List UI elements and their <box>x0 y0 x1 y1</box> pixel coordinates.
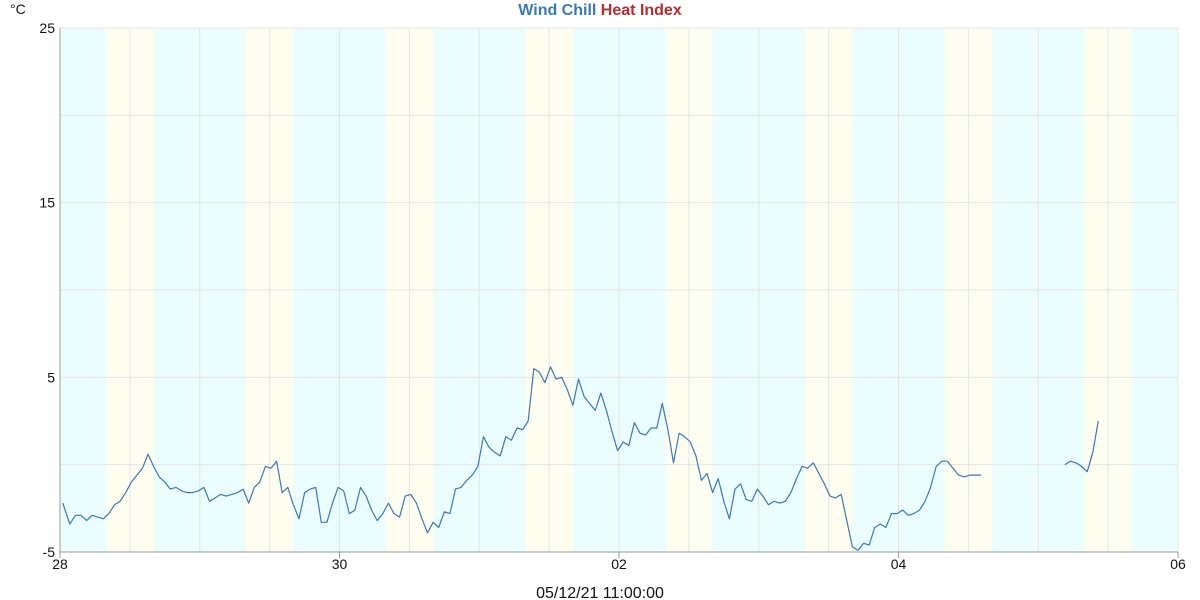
x-tick-label: 30 <box>332 556 348 572</box>
chart-title: Wind Chill Heat Index <box>518 2 682 19</box>
grid-lines <box>59 27 1179 553</box>
axes <box>59 28 1179 558</box>
series-layer <box>62 366 1099 551</box>
tick-labels: 25 15 5 -528 30 02 04 06 <box>39 20 1186 572</box>
x-tick-label: 06 <box>1170 556 1186 572</box>
y-axis-unit-label: °C <box>10 1 26 17</box>
y-tick-label: 25 <box>39 20 55 36</box>
x-tick-label: 02 <box>611 556 627 572</box>
title-part-2: Heat Index <box>601 2 682 19</box>
wind-chill-line-segment-0 <box>62 366 981 551</box>
x-tick-label: 28 <box>52 556 68 572</box>
y-tick-label: 15 <box>39 195 55 211</box>
title-part-0: Wind Chill <box>518 2 596 19</box>
timestamp-label: 05/12/21 11:00:00 <box>536 585 664 600</box>
wind-chill-line-segment-1 <box>1064 420 1099 473</box>
y-tick-label: 5 <box>47 369 55 385</box>
y-tick-label: -5 <box>43 544 56 560</box>
x-tick-label: 04 <box>891 556 907 572</box>
